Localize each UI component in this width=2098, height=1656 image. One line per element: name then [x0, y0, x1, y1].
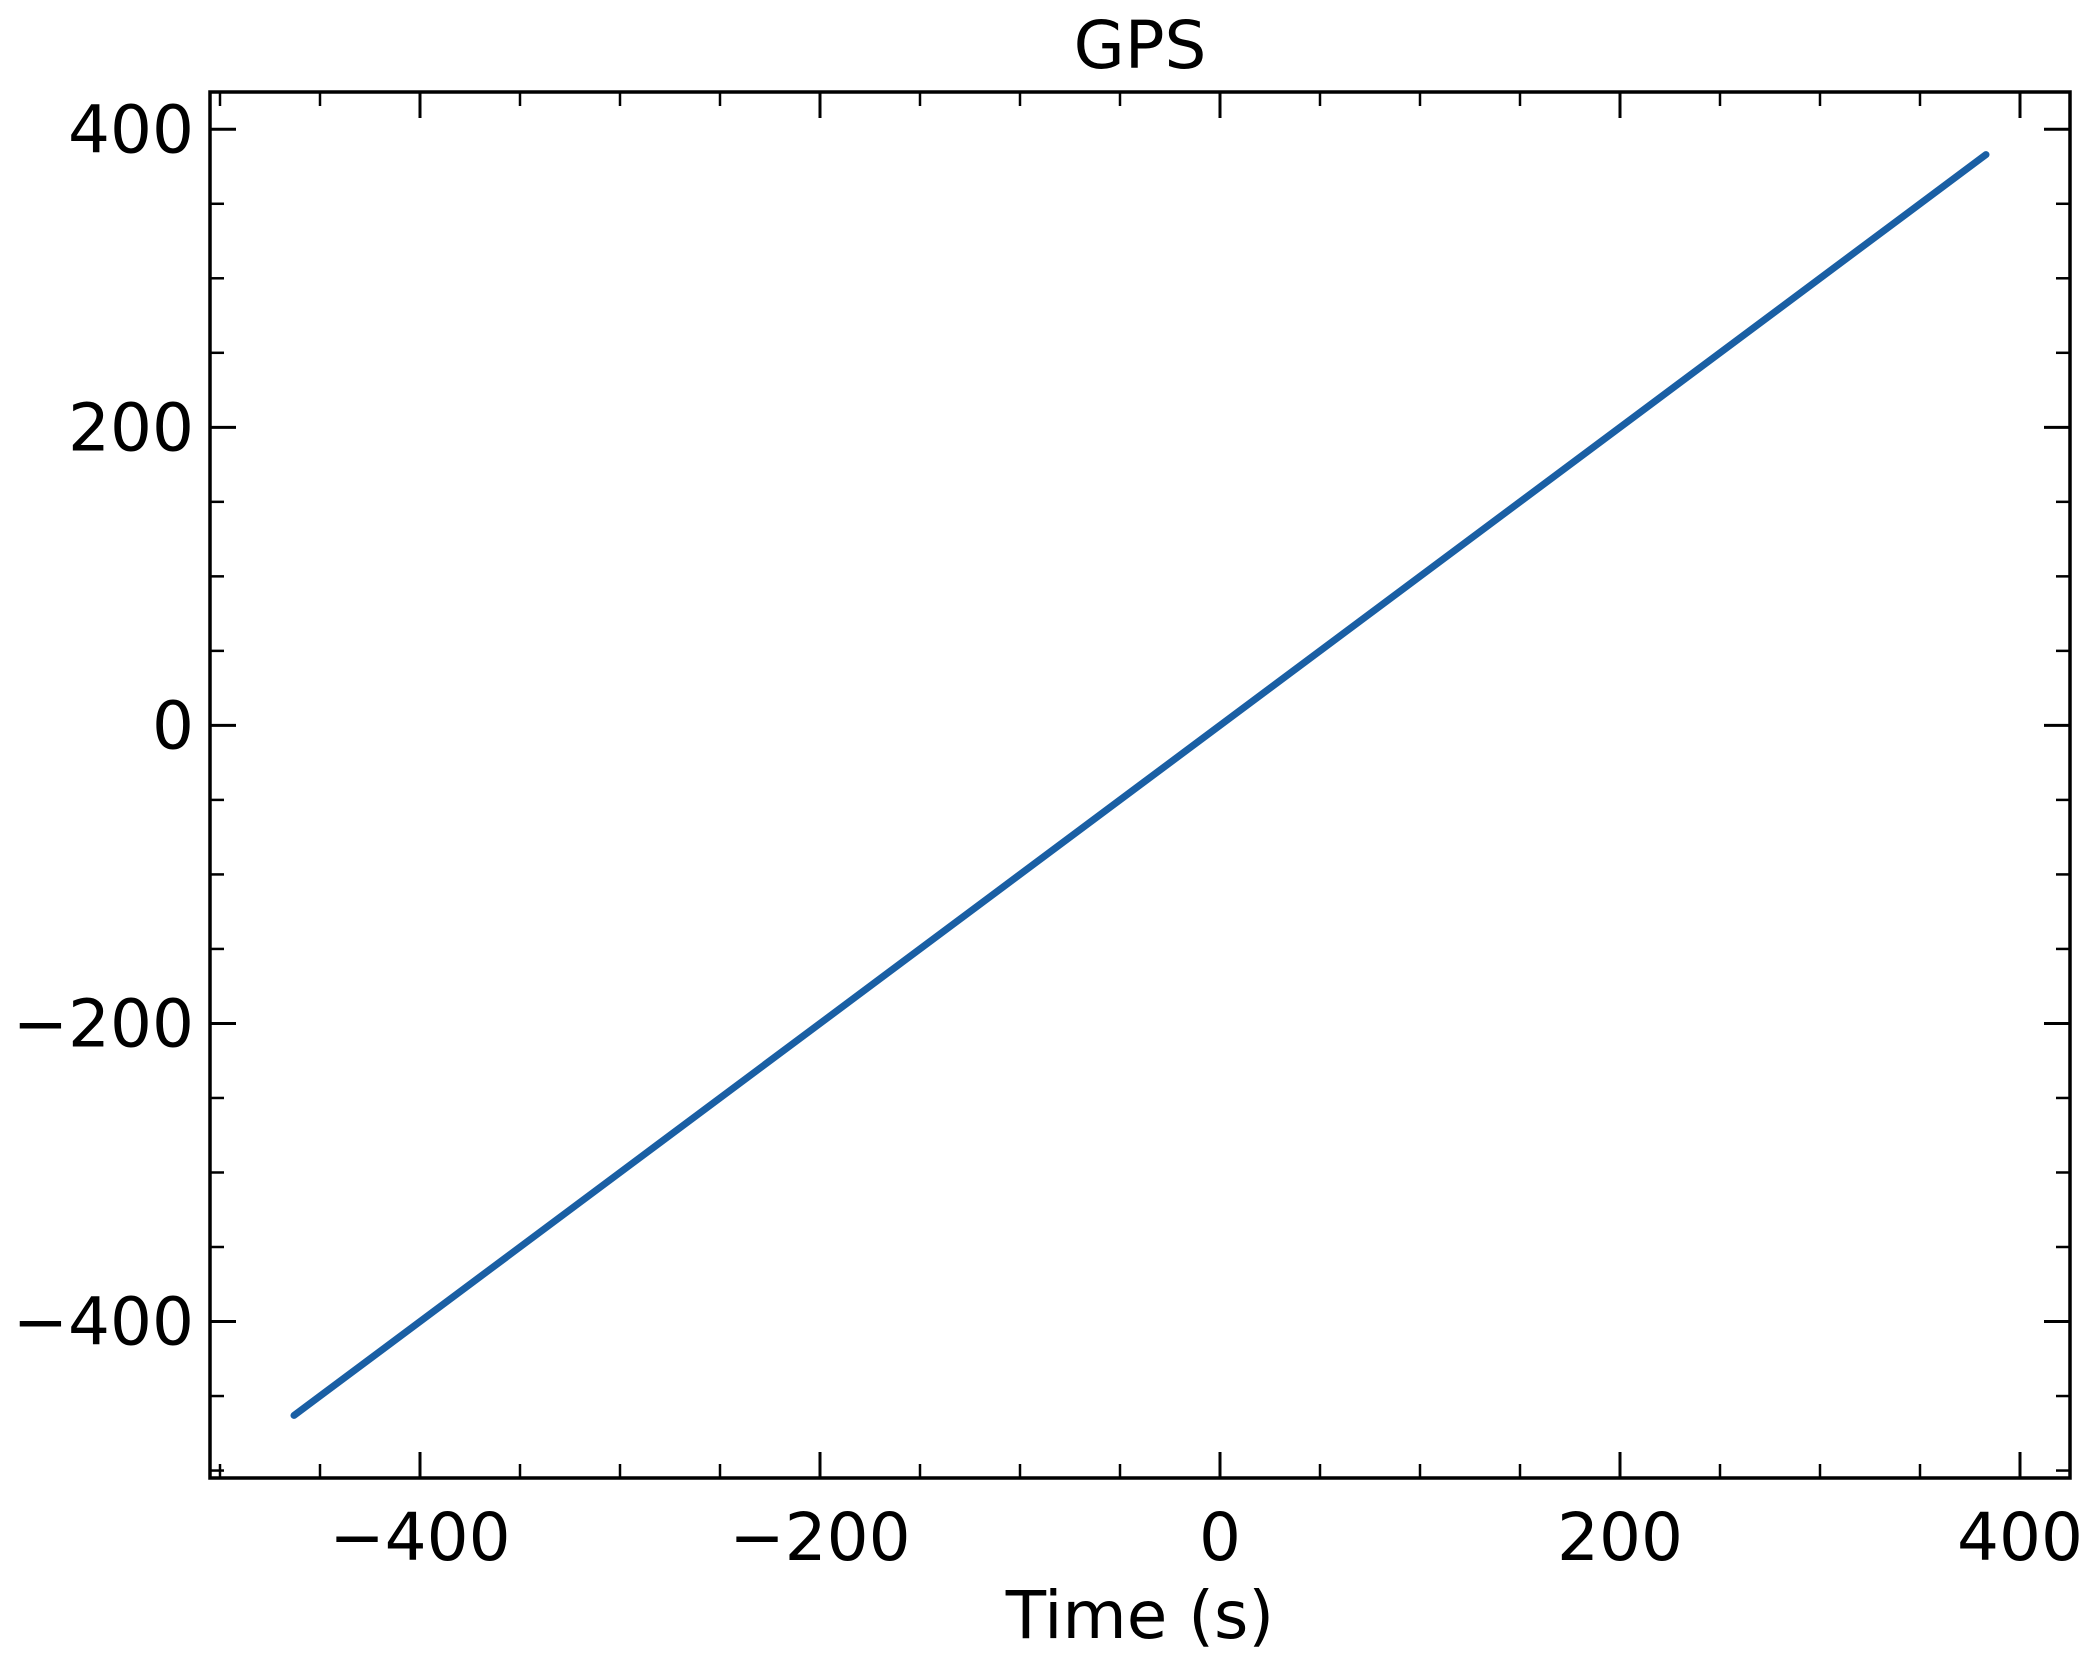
x-axis-title: Time (s) [1005, 1577, 1274, 1654]
x-tick-label: 200 [1557, 1499, 1683, 1576]
chart-title: GPS [1074, 7, 1207, 84]
y-tick-label: 0 [152, 687, 194, 764]
axes-frame [208, 90, 2072, 1480]
tick-labels: −400 −200 0 200 400 −400 −200 0 200 400 [13, 91, 2083, 1576]
plot-area [290, 151, 1990, 1419]
ticks [210, 92, 2070, 1478]
y-tick-label: −400 [13, 1284, 194, 1361]
series-line-0 [290, 151, 1990, 1419]
x-tick-label: −400 [329, 1499, 510, 1576]
x-tick-label: 0 [1199, 1499, 1241, 1576]
x-tick-label: −200 [729, 1499, 910, 1576]
x-tick-label: 400 [1957, 1499, 2083, 1576]
y-tick-label: 400 [68, 91, 194, 168]
y-tick-label: 200 [68, 389, 194, 466]
y-tick-label: −200 [13, 985, 194, 1062]
